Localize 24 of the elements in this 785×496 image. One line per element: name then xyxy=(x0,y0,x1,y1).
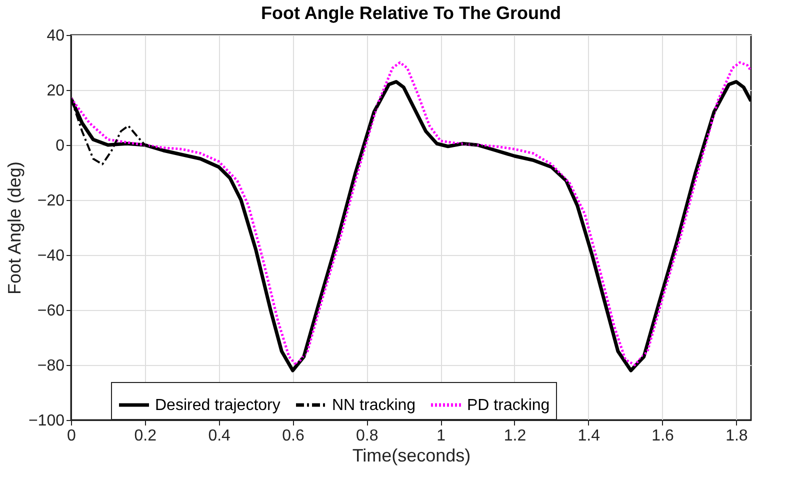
x-tick-label: 1.2 xyxy=(504,428,526,444)
y-tick-label: −100 xyxy=(28,412,65,430)
y-axis-title: Foot Angle (deg) xyxy=(4,161,24,295)
legend-label: Desired trajectory xyxy=(155,397,280,414)
chart-title: Foot Angle Relative To The Ground xyxy=(261,3,561,23)
x-tick-label: 0.4 xyxy=(208,428,231,444)
legend-label: NN tracking xyxy=(332,397,416,414)
y-tick-label: −40 xyxy=(37,248,65,264)
y-tick-label: 40 xyxy=(46,28,65,44)
x-tick-label: 0 xyxy=(67,428,76,444)
legend-label: PD tracking xyxy=(467,397,550,414)
y-tick-label: −80 xyxy=(37,358,65,374)
y-tick-label: 20 xyxy=(46,82,65,100)
x-tick-label: 1.4 xyxy=(578,428,600,444)
x-tick-label: 0.6 xyxy=(282,428,304,444)
x-tick-label: 1.6 xyxy=(652,428,674,444)
y-tick-label: −60 xyxy=(37,302,65,320)
x-tick-label: 0.2 xyxy=(134,428,157,444)
x-tick-label: 1 xyxy=(436,428,446,444)
x-axis-title: Time(seconds) xyxy=(352,446,471,466)
x-tick-label: 1.8 xyxy=(726,428,748,444)
x-tick-label: 0.8 xyxy=(356,428,378,444)
y-tick-label: −20 xyxy=(37,192,65,210)
y-tick-label: 0 xyxy=(56,138,65,154)
